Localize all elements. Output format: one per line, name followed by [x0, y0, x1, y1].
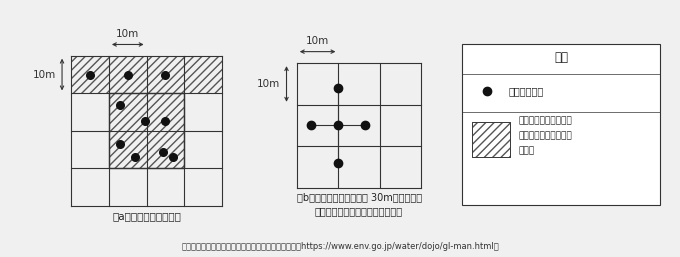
Text: （５地点均等混合法による採取）: （５地点均等混合法による採取） [315, 206, 403, 216]
Text: 試料採取地点: 試料採取地点 [509, 86, 543, 96]
Text: 凡例: 凡例 [554, 51, 568, 64]
Bar [473, 122, 511, 157]
Bar [109, 93, 184, 168]
Text: 出典：「土壌汚染対策法ガイドライン」（環境省）（https://www.env.go.jp/water/dojo/gl-man.html）: 出典：「土壌汚染対策法ガイドライン」（環境省）（https://www.env.… [181, 242, 499, 251]
Bar [71, 56, 222, 93]
Text: 土壌汚染が存在するお: 土壌汚染が存在するお [519, 116, 573, 125]
Text: それが多いと認められ: それが多いと認められ [519, 131, 573, 140]
Bar [473, 122, 511, 157]
Text: 10m: 10m [257, 79, 280, 89]
Text: 10m: 10m [306, 36, 329, 46]
Text: （a）全部対象区面の例: （a）全部対象区面の例 [112, 212, 181, 222]
Text: 10m: 10m [116, 29, 139, 39]
Bar [109, 93, 184, 168]
Text: 10m: 10m [33, 70, 56, 79]
Text: （b）一部対象区面による 30m格子内の例: （b）一部対象区面による 30m格子内の例 [296, 192, 422, 203]
Text: る部分: る部分 [519, 146, 535, 155]
